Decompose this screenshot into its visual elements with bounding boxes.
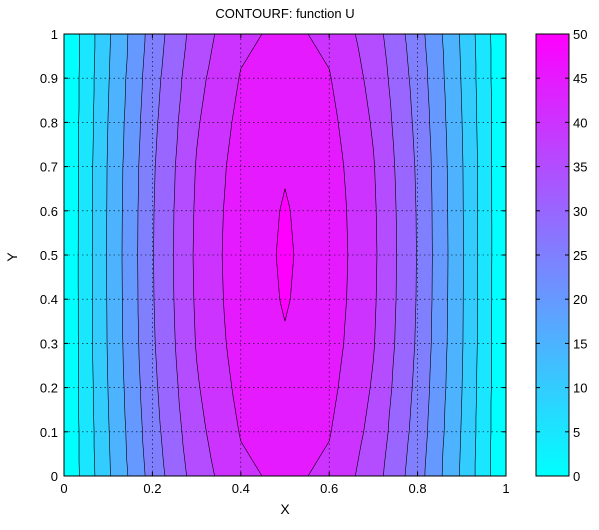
x-tick-label: 0 (60, 481, 67, 496)
y-tick-label: 0.3 (40, 336, 58, 351)
y-tick-label: 0.1 (40, 425, 58, 440)
x-tick-label: 0.8 (409, 481, 427, 496)
y-tick-label: 1 (51, 27, 58, 42)
colorbar-tick-label: 45 (573, 71, 587, 86)
y-tick-label: 0.9 (40, 71, 58, 86)
colorbar-tick-label: 20 (573, 292, 587, 307)
colorbar-tick-label: 30 (573, 204, 587, 219)
y-tick-label: 0.7 (40, 160, 58, 175)
x-tick-label: 0.4 (232, 481, 250, 496)
colorbar-gradient (536, 34, 569, 476)
y-axis-label: Y (4, 252, 20, 262)
y-tick-label: 0 (51, 469, 58, 484)
colorbar-tick-label: 35 (573, 160, 587, 175)
colorbar-tick-label: 0 (573, 469, 580, 484)
colorbar-tick-label: 50 (573, 27, 587, 42)
y-tick-label: 0.4 (40, 292, 58, 307)
x-axis-label: X (280, 501, 290, 517)
x-tick-label: 0.6 (320, 481, 338, 496)
y-tick-label: 0.8 (40, 115, 58, 130)
x-tick-label: 1 (502, 481, 509, 496)
colorbar: 0 5 10 15 20 25 30 35 40 45 50 (536, 27, 587, 484)
y-tick-label: 0.6 (40, 204, 58, 219)
colorbar-tick-label: 40 (573, 115, 587, 130)
colorbar-tick-label: 10 (573, 381, 587, 396)
y-tick-label: 0.2 (40, 381, 58, 396)
y-tick-label: 0.5 (40, 248, 58, 263)
x-tick-label: 0.2 (143, 481, 161, 496)
colorbar-tick-label: 25 (573, 248, 587, 263)
colorbar-tick-label: 15 (573, 336, 587, 351)
colorbar-tick-label: 5 (573, 425, 580, 440)
chart-title: CONTOURF: function U (215, 6, 354, 21)
